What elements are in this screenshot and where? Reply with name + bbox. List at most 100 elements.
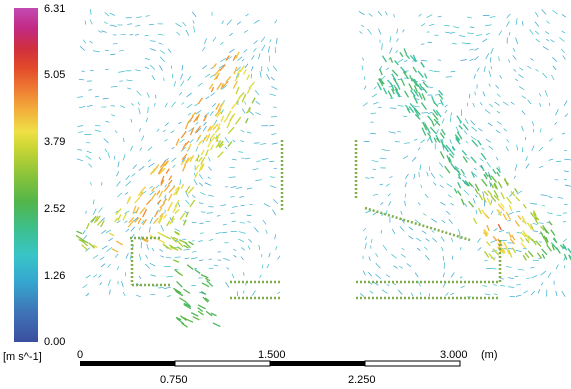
velocity-vector	[221, 20, 224, 24]
velocity-vector	[260, 36, 266, 42]
velocity-vector	[243, 49, 248, 53]
velocity-vector	[100, 220, 105, 228]
velocity-vector	[88, 242, 96, 249]
velocity-vector	[118, 70, 125, 73]
velocity-vector	[474, 56, 479, 61]
velocity-vector	[526, 222, 533, 230]
velocity-vector	[551, 244, 555, 251]
velocity-vector	[540, 225, 545, 231]
velocity-vector	[157, 167, 163, 175]
velocity-vector	[462, 156, 468, 163]
velocity-vector	[160, 255, 165, 258]
velocity-vector	[85, 293, 90, 297]
velocity-vector	[185, 190, 189, 198]
velocity-vector	[141, 238, 149, 243]
velocity-vector	[423, 73, 428, 79]
velocity-vector	[193, 25, 195, 33]
velocity-vector	[540, 194, 548, 196]
velocity-vector	[520, 242, 527, 249]
velocity-vector	[506, 138, 510, 143]
velocity-vector	[171, 157, 177, 163]
velocity-vector	[399, 51, 404, 58]
velocity-vector	[170, 236, 178, 243]
velocity-vector	[116, 181, 121, 187]
velocity-vector	[545, 237, 549, 243]
velocity-vector	[204, 149, 209, 157]
velocity-vector	[141, 135, 145, 141]
central-body-silhouette	[280, 30, 378, 345]
velocity-vector	[548, 220, 553, 226]
velocity-vector	[187, 186, 195, 194]
velocity-vector	[100, 229, 107, 235]
velocity-vector	[94, 95, 100, 98]
velocity-vector	[487, 190, 493, 196]
velocity-vector	[381, 43, 383, 51]
velocity-vector	[272, 209, 277, 216]
velocity-vector	[413, 105, 420, 108]
velocity-vector	[499, 246, 505, 253]
velocity-vector	[432, 109, 439, 117]
velocity-vector	[531, 275, 538, 279]
velocity-vector	[156, 128, 160, 132]
velocity-vector	[246, 74, 250, 81]
velocity-vector	[191, 111, 197, 117]
velocity-vector	[162, 198, 168, 204]
velocity-vector	[185, 29, 190, 36]
velocity-vector	[186, 103, 193, 109]
velocity-vector	[185, 199, 190, 205]
velocity-vector	[470, 120, 476, 126]
velocity-vector	[562, 55, 566, 60]
velocity-vector	[139, 186, 146, 194]
velocity-vector	[81, 239, 89, 247]
velocity-vector	[88, 89, 93, 91]
velocity-vector	[167, 295, 172, 297]
velocity-vector	[78, 131, 84, 133]
velocity-vector	[162, 129, 166, 133]
velocity-vector	[151, 247, 155, 252]
velocity-vector	[151, 75, 156, 81]
velocity-vector	[381, 289, 388, 294]
velocity-vector	[488, 83, 491, 87]
velocity-vector	[114, 217, 119, 223]
velocity-vector	[525, 163, 530, 169]
velocity-vector	[362, 102, 368, 107]
velocity-vector	[174, 228, 181, 232]
velocity-vector	[171, 101, 176, 108]
velocity-vector	[535, 38, 541, 43]
velocity-vector	[540, 282, 544, 286]
velocity-vector	[109, 289, 111, 295]
velocity-vector	[443, 24, 450, 27]
velocity-vector	[173, 81, 176, 87]
velocity-vector	[242, 290, 245, 294]
velocity-vector	[173, 190, 178, 196]
velocity-vector	[159, 212, 165, 218]
velocity-vector	[174, 186, 180, 192]
velocity-vector	[187, 112, 192, 116]
velocity-vector	[128, 216, 135, 224]
velocity-vector	[492, 168, 497, 175]
velocity-vector	[190, 312, 199, 317]
velocity-vector	[466, 16, 472, 19]
velocity-vector	[441, 128, 446, 136]
velocity-vector	[149, 185, 153, 189]
velocity-vector	[164, 102, 168, 108]
velocity-vector	[493, 194, 500, 201]
velocity-vector	[99, 281, 103, 286]
velocity-vector	[266, 73, 270, 80]
velocity-vector	[213, 264, 219, 267]
velocity-vector	[247, 221, 251, 223]
velocity-vector	[509, 238, 515, 245]
velocity-vector	[245, 13, 249, 17]
velocity-vector	[207, 125, 212, 132]
velocity-vector	[145, 263, 151, 269]
velocity-vector	[420, 292, 422, 296]
velocity-vector	[362, 227, 367, 232]
velocity-vector	[406, 263, 412, 267]
velocity-vector	[189, 127, 195, 136]
velocity-vector	[115, 208, 122, 216]
velocity-vector	[130, 226, 136, 232]
velocity-vector	[555, 290, 558, 297]
velocity-vector	[465, 140, 469, 144]
velocity-vector	[215, 103, 221, 110]
velocity-vector	[218, 143, 224, 149]
